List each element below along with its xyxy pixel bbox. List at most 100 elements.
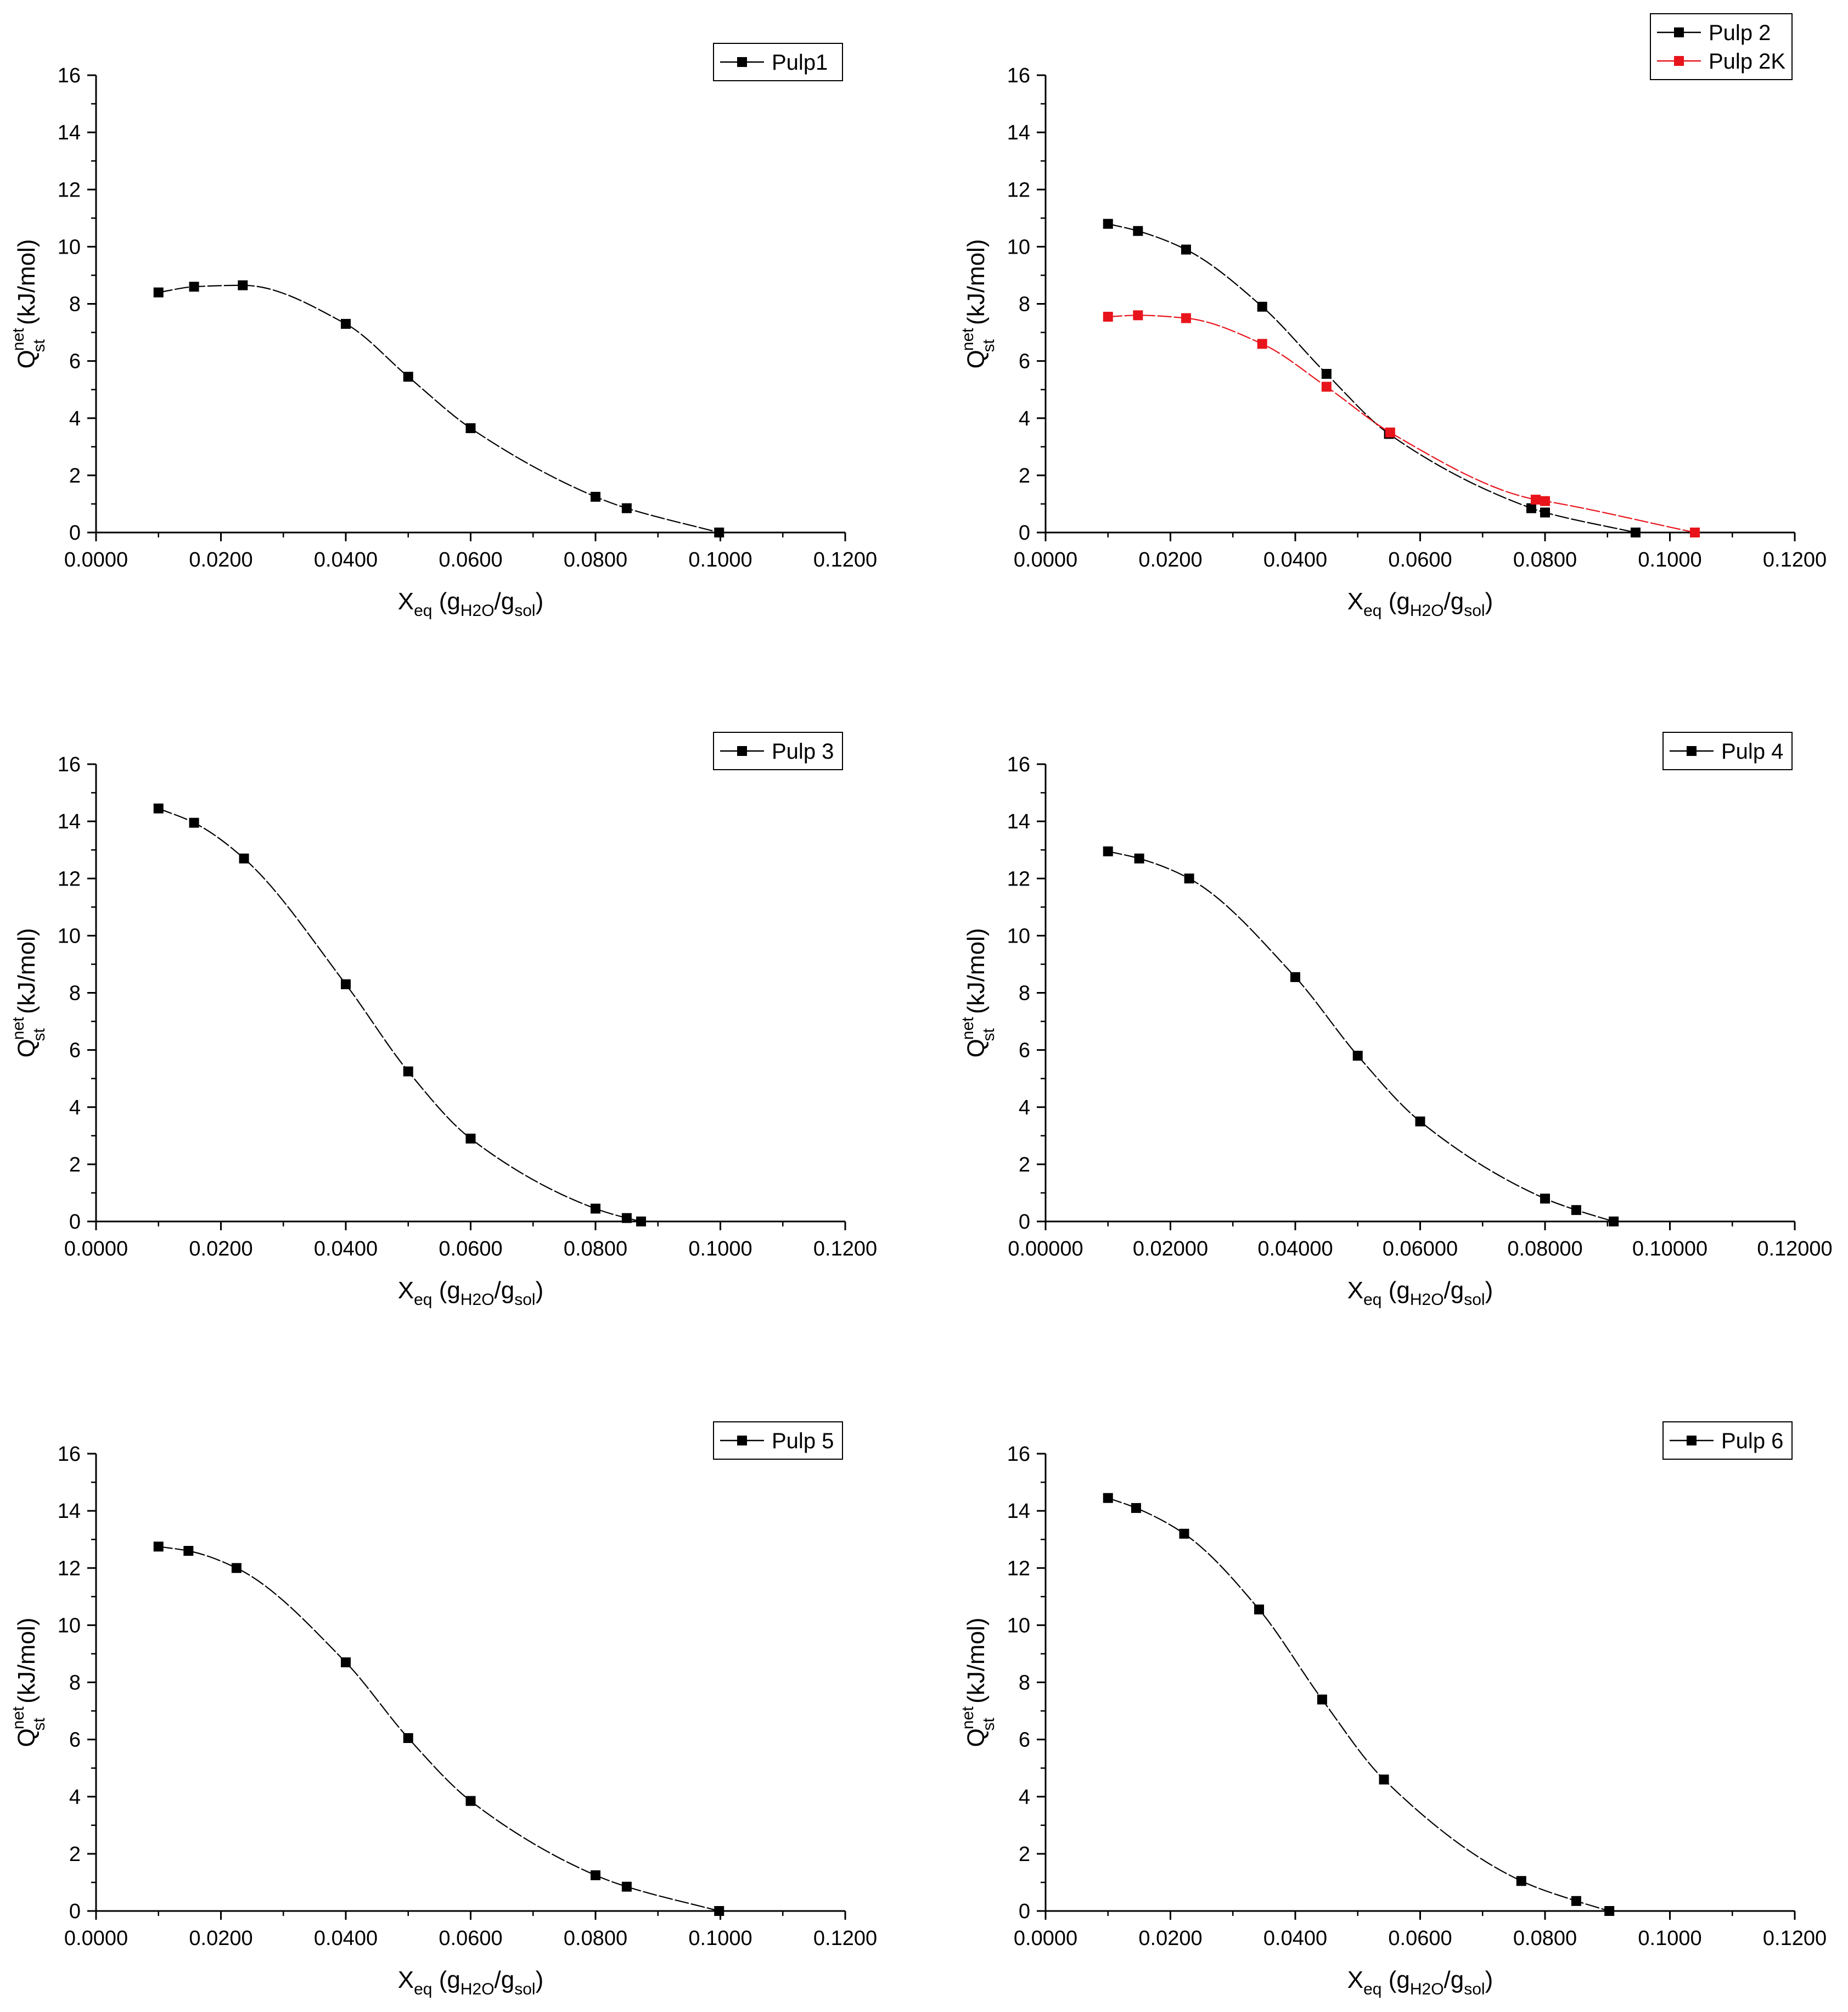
data-point (239, 853, 249, 864)
legend-marker-0 (737, 746, 747, 756)
y-tick-label: 2 (1019, 1843, 1030, 1866)
x-axis-title-sub: sol (1464, 1291, 1485, 1309)
x-axis-title-sub: sol (514, 1980, 535, 1998)
data-point (591, 1203, 600, 1214)
data-point (1103, 846, 1113, 856)
x-axis-title-part: ) (536, 1277, 544, 1304)
series-line-0 (1108, 850, 1614, 1223)
x-tick-label: 0.06000 (1383, 1237, 1458, 1260)
data-point (189, 817, 199, 828)
y-axis-title-sup: net (959, 1706, 977, 1729)
legend-marker-0 (737, 57, 747, 67)
y-tick-label: 4 (1019, 1786, 1030, 1809)
data-point (1571, 1896, 1581, 1906)
y-tick-label: 10 (58, 924, 81, 948)
x-axis-title-sub: H2O (1410, 1291, 1444, 1309)
x-tick-label: 0.1000 (1638, 1927, 1701, 1950)
y-tick-label: 12 (1007, 867, 1030, 890)
x-tick-label: 0.1200 (1763, 548, 1827, 571)
x-axis-title-sub: sol (1464, 1980, 1485, 1998)
y-axis-title-sub: st (980, 1718, 998, 1731)
y-axis-title-unit: (kJ/mol) (13, 928, 40, 1021)
y-tick-label: 0 (1019, 522, 1030, 545)
x-tick-label: 0.1000 (688, 548, 752, 571)
data-point (341, 318, 351, 329)
y-tick-label: 2 (69, 1843, 81, 1866)
y-tick-label: 14 (1007, 810, 1030, 833)
data-point (621, 1881, 632, 1892)
y-tick-label: 0 (69, 522, 81, 545)
legend: Pulp 6 (1662, 1421, 1793, 1460)
y-axis-title-q: Q (13, 350, 40, 368)
y-axis-title-unit: (kJ/mol) (13, 239, 40, 332)
x-axis-title-sub: H2O (460, 602, 495, 620)
y-axis-title-sub: st (30, 1718, 48, 1731)
x-axis-title-part: ) (1485, 588, 1493, 615)
x-tick-label: 0.1000 (688, 1237, 752, 1260)
x-axis-title: Xeq (gH2O/gsol) (1347, 588, 1493, 620)
x-tick-label: 0.0800 (1513, 548, 1577, 571)
data-point (1530, 495, 1541, 505)
y-tick-label: 8 (1019, 982, 1030, 1005)
y-tick-label: 10 (1007, 924, 1030, 948)
y-axis-title-unit: (kJ/mol) (963, 1618, 990, 1711)
data-point (1103, 218, 1113, 229)
y-axis-title: Qnet st (kJ/mol) (959, 928, 998, 1058)
x-tick-label: 0.0800 (564, 1927, 627, 1950)
x-tick-label: 0.0800 (564, 548, 627, 571)
y-tick-label: 4 (1019, 407, 1030, 430)
data-point (465, 423, 476, 433)
y-tick-label: 14 (58, 1500, 81, 1523)
y-tick-label: 8 (69, 293, 81, 316)
x-axis-title-part: /g (1444, 588, 1464, 615)
data-point (403, 1066, 413, 1077)
y-tick-label: 16 (1007, 753, 1030, 776)
y-tick-label: 6 (1019, 1729, 1030, 1752)
data-point (189, 282, 199, 292)
y-tick-label: 6 (69, 1039, 81, 1062)
x-axis-title-sub: eq (1363, 1291, 1381, 1309)
data-point (1103, 1493, 1113, 1503)
x-tick-label: 0.1000 (688, 1927, 752, 1950)
y-tick-label: 10 (58, 1614, 81, 1637)
data-point (1540, 507, 1550, 518)
y-axis-title-q: Q (963, 1039, 990, 1057)
x-axis-title-sub: sol (514, 1291, 535, 1309)
x-tick-label: 0.1200 (813, 1237, 877, 1260)
data-point (1385, 427, 1395, 438)
legend-marker-0 (737, 1436, 747, 1445)
series-line-0 (1108, 223, 1636, 534)
y-axis-title-sub: st (980, 1028, 998, 1041)
x-tick-label: 0.0000 (1014, 548, 1077, 571)
x-tick-label: 0.04000 (1257, 1237, 1333, 1260)
data-point (1690, 528, 1700, 537)
data-point (1134, 853, 1144, 864)
legend: Pulp 3 (713, 732, 843, 770)
x-axis-title-x: X (1347, 1966, 1363, 1993)
x-axis-title-part: ) (1485, 1277, 1493, 1304)
y-tick-label: 0 (69, 1900, 81, 1923)
series-line-0 (158, 284, 720, 534)
x-axis-title-part: ) (536, 588, 544, 615)
x-tick-label: 0.0000 (1014, 1927, 1077, 1950)
x-tick-label: 0.0000 (64, 548, 128, 571)
x-axis-title-part: /g (495, 1966, 515, 1993)
x-tick-label: 0.12000 (1757, 1237, 1832, 1260)
y-axis-title: Qnet st (kJ/mol) (959, 239, 998, 369)
y-tick-label: 10 (58, 236, 81, 259)
x-axis-title-sub: eq (414, 1980, 432, 1998)
data-point (1181, 244, 1191, 255)
y-axis-title-sup: net (959, 328, 977, 351)
x-axis-title-part: (g (432, 1277, 460, 1304)
x-axis-title-part: /g (495, 1277, 515, 1304)
y-axis-title-sub: st (30, 339, 48, 352)
x-tick-label: 0.1200 (1763, 1927, 1827, 1950)
data-point (621, 1213, 632, 1223)
x-axis-title-part: /g (1444, 1966, 1464, 1993)
data-point (1352, 1051, 1363, 1061)
data-point (341, 1657, 351, 1668)
data-point (153, 1542, 164, 1552)
series-line-0 (1108, 1497, 1610, 1912)
x-axis-title-sub: H2O (460, 1291, 495, 1309)
x-axis-title-sub: H2O (1410, 1980, 1444, 1998)
